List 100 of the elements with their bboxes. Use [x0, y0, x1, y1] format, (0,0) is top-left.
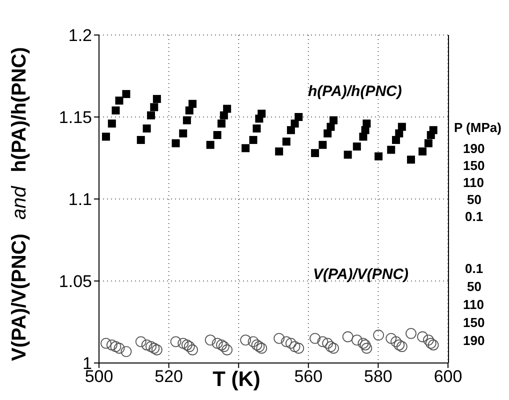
- point: [142, 124, 151, 132]
- point: [184, 341, 195, 352]
- point: [248, 336, 259, 348]
- point: [289, 341, 300, 352]
- text: P (MPa): [454, 120, 502, 135]
- x-axis-title: T (K): [212, 368, 260, 392]
- point: [318, 140, 327, 149]
- point: [362, 120, 371, 128]
- point: [293, 342, 304, 354]
- point: [373, 330, 384, 341]
- point: [106, 340, 118, 350]
- point: [280, 336, 292, 348]
- text: 50: [467, 192, 482, 207]
- point: [325, 341, 336, 352]
- point: [396, 341, 408, 352]
- point: [146, 341, 156, 352]
- point: [274, 332, 285, 344]
- point: [310, 332, 320, 344]
- point: [187, 344, 198, 356]
- point: [135, 336, 146, 348]
- text: 150: [463, 315, 485, 330]
- text: 190: [463, 141, 485, 156]
- point: [398, 122, 406, 131]
- point: [136, 136, 145, 144]
- text: 190: [463, 333, 485, 348]
- point: [152, 94, 161, 103]
- point: [213, 131, 222, 140]
- x-tick-label: 520: [154, 367, 183, 386]
- point: [328, 342, 339, 354]
- point: [212, 338, 223, 349]
- point: [218, 120, 226, 128]
- y-axis-title: V(PA)/V(PNC) and h(PA)/h(PNC): [8, 47, 30, 361]
- point: [223, 104, 232, 113]
- point: [374, 152, 383, 160]
- text: 150: [463, 158, 485, 173]
- point: [179, 129, 188, 138]
- point: [216, 340, 227, 350]
- point: [222, 344, 233, 356]
- point: [423, 334, 434, 346]
- point: [182, 340, 192, 350]
- point: [172, 139, 180, 148]
- point: [112, 106, 120, 114]
- point: [242, 144, 250, 152]
- point: [254, 341, 265, 352]
- point: [170, 336, 182, 348]
- point: [114, 342, 125, 354]
- point: [286, 338, 296, 349]
- annotation: h(PA)/h(PNC): [308, 83, 402, 100]
- text: 110: [463, 175, 484, 190]
- point: [218, 341, 230, 352]
- point: [417, 331, 428, 342]
- point: [182, 116, 191, 124]
- point: [407, 156, 416, 164]
- point: [311, 149, 320, 158]
- y-tick-label: 1.05: [58, 272, 92, 292]
- point: [322, 338, 334, 349]
- point: [151, 344, 162, 356]
- point: [317, 336, 328, 348]
- x-tick-label: 600: [434, 367, 462, 386]
- point: [141, 340, 152, 350]
- point: [206, 140, 214, 149]
- annotation: V(PA)/V(PNC): [313, 266, 409, 283]
- point: [394, 340, 405, 350]
- point: [342, 331, 354, 342]
- point: [147, 111, 155, 120]
- point: [428, 340, 439, 350]
- point: [251, 340, 262, 350]
- point: [108, 120, 116, 128]
- text: 50: [467, 279, 482, 294]
- point: [418, 147, 427, 156]
- point: [240, 334, 252, 346]
- point: [102, 132, 110, 141]
- point: [425, 338, 436, 349]
- text: 0.1: [465, 261, 484, 276]
- point: [252, 124, 261, 132]
- point: [429, 126, 438, 134]
- point: [387, 146, 396, 154]
- point: [344, 150, 352, 159]
- point: [188, 100, 197, 108]
- point: [282, 138, 290, 146]
- point: [120, 346, 132, 357]
- point: [330, 116, 338, 124]
- point: [351, 334, 362, 346]
- point: [122, 90, 130, 98]
- point: [256, 342, 268, 354]
- point: [204, 334, 216, 346]
- point: [275, 147, 284, 156]
- point: [390, 336, 402, 348]
- point: [150, 103, 158, 112]
- point: [148, 342, 160, 354]
- y-tick-label: 1.1: [68, 190, 92, 210]
- point: [115, 96, 124, 105]
- point: [100, 338, 112, 349]
- text: 110: [463, 297, 484, 312]
- x-tick-label: 580: [364, 367, 392, 386]
- y-tick-label: 1.15: [58, 108, 92, 128]
- point: [406, 328, 416, 339]
- point: [386, 332, 397, 344]
- y-tick-label: 1.2: [68, 26, 92, 46]
- point: [352, 142, 361, 151]
